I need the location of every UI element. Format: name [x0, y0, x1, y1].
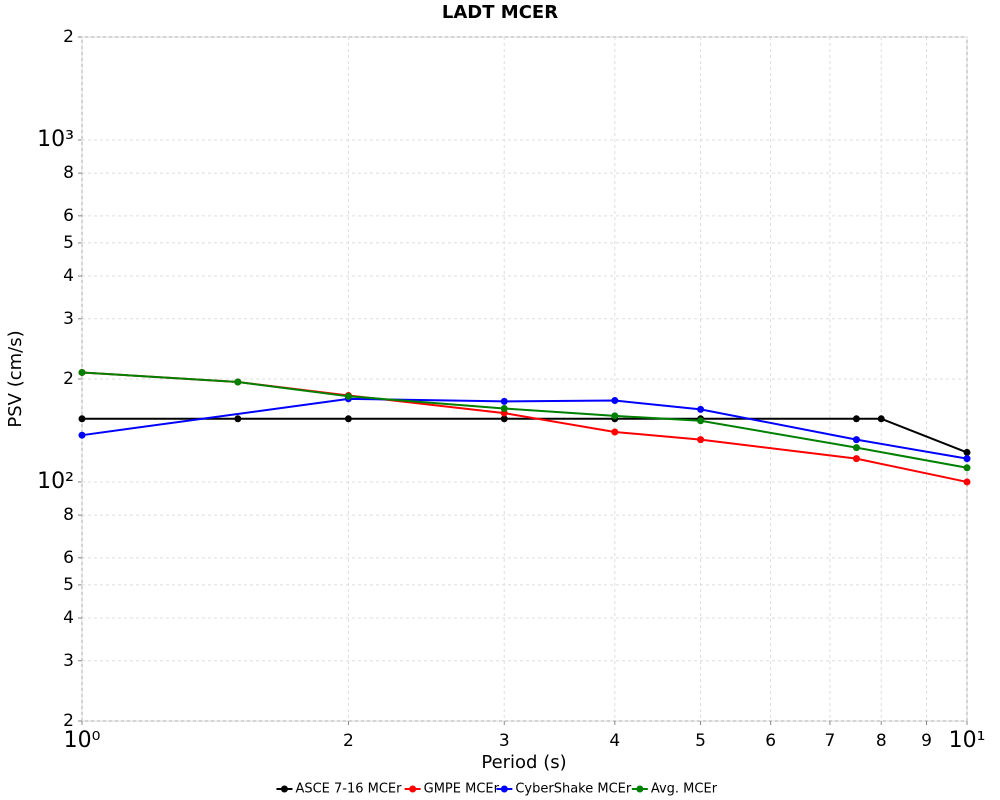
- x-tick-label: 7: [824, 731, 835, 751]
- data-point: [963, 448, 971, 456]
- y-tick-label: 4: [63, 266, 74, 286]
- y-tick-label: 2: [63, 27, 74, 47]
- data-point: [963, 478, 971, 486]
- y-tick-label: 2: [63, 369, 74, 389]
- data-point: [234, 378, 242, 386]
- x-tick-label: 3: [499, 731, 510, 751]
- y-tick-label: 10³: [37, 127, 74, 152]
- data-point: [852, 415, 860, 423]
- plot-area: [81, 36, 968, 722]
- data-point: [611, 412, 619, 420]
- y-tick-label: 3: [63, 309, 74, 329]
- x-tick-label: 5: [695, 731, 706, 751]
- data-point: [697, 405, 705, 413]
- y-tick-label: 6: [63, 206, 74, 226]
- legend-marker: [500, 785, 508, 793]
- data-point: [500, 404, 508, 412]
- legend-label: Avg. MCEr: [651, 782, 718, 797]
- x-tick-label: 4: [609, 731, 620, 751]
- legend-marker: [636, 785, 644, 793]
- data-point: [852, 436, 860, 444]
- y-tick-label: 5: [63, 233, 74, 253]
- series-line: [81, 371, 968, 469]
- data-point: [697, 436, 705, 444]
- data-point: [611, 428, 619, 436]
- y-tick-label: 6: [63, 548, 74, 568]
- data-point: [852, 455, 860, 463]
- x-tick-label: 2: [343, 731, 354, 751]
- legend-label: CyberShake MCEr: [515, 782, 632, 797]
- data-point: [78, 415, 86, 423]
- y-tick-label: 10²: [37, 469, 74, 494]
- data-point: [697, 417, 705, 425]
- y-tick-label: 2: [63, 711, 74, 731]
- x-tick-label: 6: [765, 731, 776, 751]
- y-tick-label: 8: [63, 505, 74, 525]
- data-point: [234, 415, 242, 423]
- x-tick-label: 9: [921, 731, 932, 751]
- data-point: [611, 397, 619, 405]
- legend-marker: [280, 785, 288, 793]
- data-point: [78, 431, 86, 439]
- x-tick-label: 10¹: [949, 728, 986, 753]
- data-point: [500, 415, 508, 423]
- legend-marker: [409, 785, 417, 793]
- data-point: [344, 392, 352, 400]
- legend: ASCE 7-16 MCEr GMPE MCEr CyberShake MCEr Av…: [276, 782, 718, 797]
- x-tick-label: 10⁰: [64, 728, 101, 753]
- data-point: [963, 464, 971, 472]
- x-tick-label: 8: [876, 731, 887, 751]
- y-tick-label: 3: [63, 651, 74, 671]
- legend-label: GMPE MCEr: [424, 782, 500, 797]
- data-point: [852, 444, 860, 452]
- x-axis-label: Period (s): [481, 752, 566, 773]
- legend-label: ASCE 7-16 MCEr: [295, 782, 402, 797]
- data-point: [500, 397, 508, 405]
- y-axis-label: PSV (cm/s): [5, 330, 26, 427]
- data-point: [78, 368, 86, 376]
- y-tick-label: 8: [63, 163, 74, 183]
- data-point: [963, 455, 971, 463]
- y-tick-label: 4: [63, 608, 74, 628]
- data-point: [344, 415, 352, 423]
- data-point: [877, 415, 885, 423]
- chart-title: LADT MCER: [442, 2, 558, 23]
- y-tick-label: 5: [63, 575, 74, 595]
